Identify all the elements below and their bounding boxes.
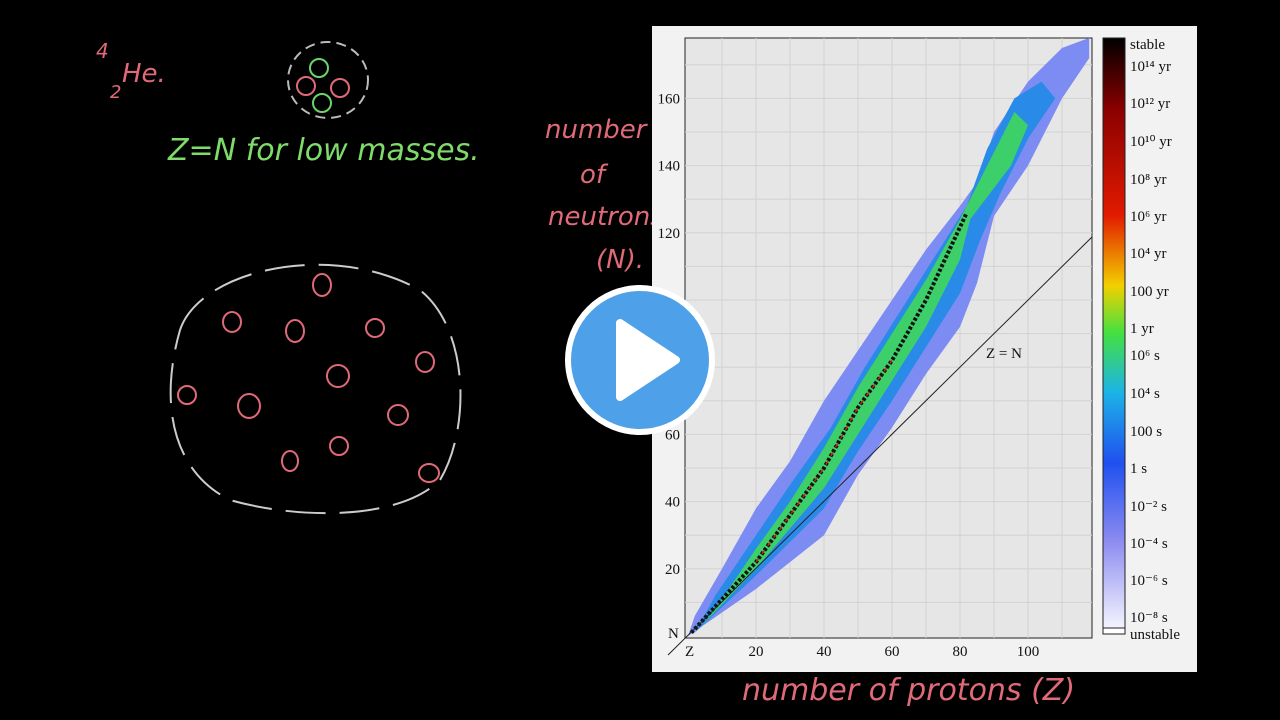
colorbar-label: stable bbox=[1130, 37, 1165, 53]
y-axis-label: number bbox=[545, 115, 649, 145]
atomic-number: 2 bbox=[110, 82, 121, 103]
y-axis-label: neutrons bbox=[548, 202, 664, 232]
stability-core bbox=[755, 360, 893, 563]
colorbar-label: 10⁻² s bbox=[1130, 499, 1167, 515]
line-label: Z = N bbox=[986, 346, 1022, 362]
colorbar-label: 10⁶ yr bbox=[1130, 209, 1166, 225]
note: Z=N for low masses. bbox=[167, 133, 480, 168]
y-axis-label: (N). bbox=[596, 245, 644, 275]
colorbar-label: 10¹² yr bbox=[1130, 96, 1170, 112]
play-button[interactable] bbox=[565, 285, 715, 435]
helium-nucleus bbox=[287, 41, 369, 119]
colorbar bbox=[1102, 37, 1126, 629]
colorbar-label: 10¹⁴ yr bbox=[1130, 59, 1171, 75]
y-tick-label: 140 bbox=[658, 159, 681, 175]
element-symbol: He. bbox=[122, 59, 166, 89]
colorbar-label: 100 yr bbox=[1130, 284, 1169, 300]
y-origin-label: N bbox=[668, 626, 679, 642]
x-tick-label: 100 bbox=[1017, 644, 1040, 660]
colorbar-label: unstable bbox=[1130, 627, 1180, 643]
y-axis-label: of bbox=[580, 160, 609, 190]
colorbar-label: 10⁻⁸ s bbox=[1130, 610, 1168, 626]
y-tick-label: 120 bbox=[658, 226, 681, 242]
x-tick-label: 40 bbox=[817, 644, 832, 660]
colorbar-label: 10⁶ s bbox=[1130, 348, 1160, 364]
z-equals-n-line bbox=[667, 236, 1093, 656]
colorbar-label: 10⁻⁶ s bbox=[1130, 573, 1168, 589]
colorbar-label: 10⁻⁴ s bbox=[1130, 536, 1168, 552]
colorbar-label: 10⁴ s bbox=[1130, 386, 1160, 402]
mass-number: 4 bbox=[96, 39, 109, 63]
x-tick-label: 20 bbox=[749, 644, 764, 660]
y-tick-label: 40 bbox=[665, 495, 680, 511]
large-nucleus bbox=[169, 263, 462, 515]
nuclide-band bbox=[701, 111, 1028, 626]
colorbar-label: 100 s bbox=[1130, 424, 1162, 440]
colorbar-unstable bbox=[1102, 627, 1126, 635]
x-tick-label: 80 bbox=[953, 644, 968, 660]
y-tick-label: 60 bbox=[665, 427, 680, 443]
x-origin-label: Z bbox=[685, 644, 694, 660]
y-tick-label: 160 bbox=[658, 91, 681, 107]
colorbar-label: 10⁴ yr bbox=[1130, 246, 1166, 262]
colorbar-label: 10¹⁰ yr bbox=[1130, 134, 1172, 150]
colorbar-label: 10⁸ yr bbox=[1130, 172, 1166, 188]
y-tick-label: 20 bbox=[665, 562, 680, 578]
colorbar-label: 1 s bbox=[1130, 461, 1147, 477]
x-axis-label: number of protons (Z) bbox=[742, 673, 1075, 708]
x-tick-label: 60 bbox=[885, 644, 900, 660]
colorbar-label: 1 yr bbox=[1130, 321, 1154, 337]
